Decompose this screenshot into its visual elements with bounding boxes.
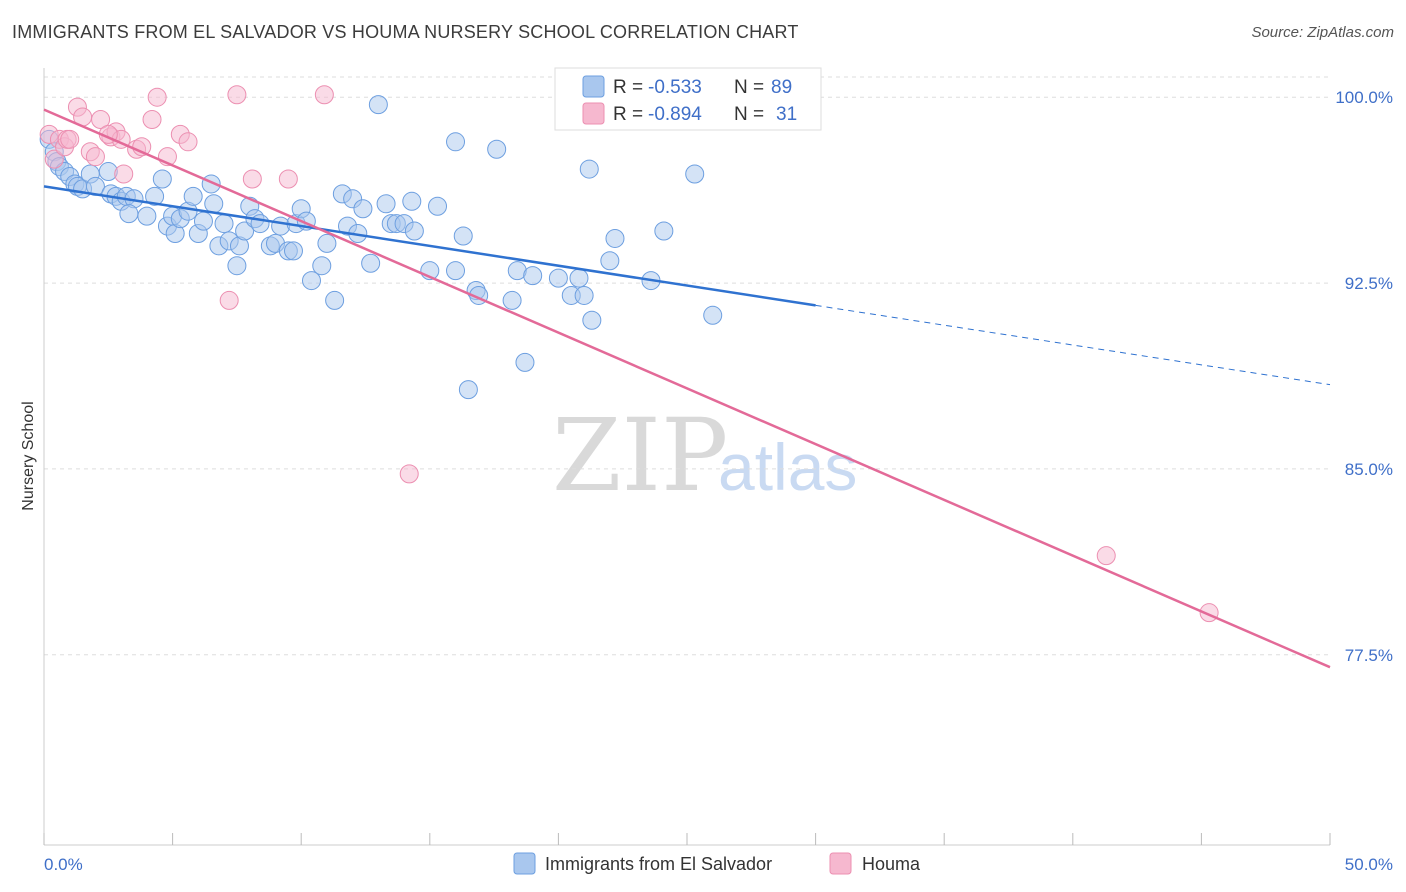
gridlines — [44, 76, 1330, 656]
point-salvador — [523, 266, 543, 286]
legend-r-label-pink: R = — [613, 104, 643, 125]
point-salvador — [453, 226, 473, 246]
point-salvador — [600, 251, 620, 271]
point-salvador — [404, 221, 424, 241]
series-legend: Immigrants from El Salvador Houma — [513, 852, 921, 875]
point-salvador — [515, 352, 535, 372]
point-salvador — [458, 380, 478, 400]
x-tick-label-min: 0.0% — [44, 855, 83, 874]
point-salvador — [487, 139, 507, 159]
point-salvador — [402, 191, 422, 211]
legend-swatch-blue — [582, 75, 605, 98]
point-salvador — [283, 241, 303, 261]
chart-title: IMMIGRANTS FROM EL SALVADOR VS HOUMA NUR… — [12, 22, 799, 42]
y-axis-tick-labels: 77.5% 85.0% 92.5% 100.0% — [1335, 88, 1393, 665]
point-houma — [60, 129, 80, 149]
point-houma — [314, 85, 334, 105]
legend-r-label-blue: R = — [613, 77, 643, 98]
point-salvador — [204, 194, 224, 214]
point-salvador — [361, 253, 381, 273]
watermark-zip: ZIP — [552, 397, 728, 514]
point-salvador — [502, 290, 522, 310]
point-salvador — [235, 221, 255, 241]
point-houma — [142, 110, 162, 130]
point-salvador — [301, 271, 321, 291]
point-houma — [91, 110, 111, 130]
x-tick-label-max: 50.0% — [1345, 855, 1393, 874]
legend-swatch-pink — [582, 102, 605, 125]
point-salvador — [685, 164, 705, 184]
y-tick-label: 100.0% — [1335, 88, 1393, 107]
series-legend-label-houma: Houma — [862, 854, 921, 874]
data-points — [39, 85, 1219, 623]
stats-legend: R = -0.533 N = 89 R = -0.894 N = 31 — [554, 67, 822, 131]
point-salvador — [119, 204, 139, 224]
y-tick-label: 92.5% — [1345, 274, 1393, 293]
legend-n-value-blue: 89 — [771, 77, 792, 98]
legend-n-value-pink: 31 — [776, 104, 797, 125]
x-axis-ticks — [43, 833, 1331, 845]
point-salvador — [376, 194, 396, 214]
point-salvador — [446, 261, 466, 281]
point-houma — [44, 149, 64, 169]
trend-line-houma — [43, 108, 1331, 669]
point-salvador — [214, 214, 234, 234]
point-salvador — [574, 285, 594, 305]
point-salvador — [325, 290, 345, 310]
point-salvador — [605, 228, 625, 248]
point-houma — [227, 85, 247, 105]
watermark-atlas: atlas — [718, 430, 857, 504]
point-houma — [85, 147, 105, 167]
source-credit: Source: ZipAtlas.com — [1251, 24, 1394, 41]
point-houma — [114, 164, 134, 184]
series-legend-swatch-salvador — [513, 852, 536, 875]
point-salvador — [250, 214, 270, 234]
point-houma — [278, 169, 298, 189]
y-tick-label: 85.0% — [1345, 460, 1393, 479]
point-houma — [1096, 546, 1116, 566]
trend-lines — [43, 108, 1331, 669]
point-salvador — [548, 268, 568, 288]
point-houma — [242, 169, 262, 189]
series-legend-swatch-houma — [829, 852, 852, 875]
legend-r-value-blue: -0.533 — [648, 77, 702, 98]
point-houma — [219, 290, 239, 310]
point-salvador — [227, 256, 247, 276]
point-salvador — [145, 186, 165, 206]
y-tick-label: 77.5% — [1345, 646, 1393, 665]
point-salvador — [446, 132, 466, 152]
point-salvador — [152, 169, 172, 189]
point-houma — [178, 132, 198, 152]
y-axis-label: Nursery School — [20, 401, 37, 510]
legend-n-label-blue: N = — [734, 77, 764, 98]
trend-line-salvador-extrapolated — [815, 304, 1331, 386]
point-salvador — [368, 95, 388, 115]
point-salvador — [579, 159, 599, 179]
point-salvador — [193, 211, 213, 231]
point-salvador — [183, 186, 203, 206]
trend-line-salvador — [43, 185, 816, 307]
point-salvador — [317, 233, 337, 253]
point-salvador — [582, 310, 602, 330]
point-salvador — [654, 221, 674, 241]
point-houma — [147, 87, 167, 107]
legend-r-value-pink: -0.894 — [648, 104, 702, 125]
legend-n-label-pink: N = — [734, 104, 764, 125]
point-houma — [399, 464, 419, 484]
point-salvador — [137, 206, 157, 226]
point-salvador — [312, 256, 332, 276]
series-legend-label-salvador: Immigrants from El Salvador — [545, 854, 772, 874]
point-salvador — [569, 268, 589, 288]
point-salvador — [428, 196, 448, 216]
point-salvador — [703, 305, 723, 325]
point-salvador — [353, 199, 373, 219]
